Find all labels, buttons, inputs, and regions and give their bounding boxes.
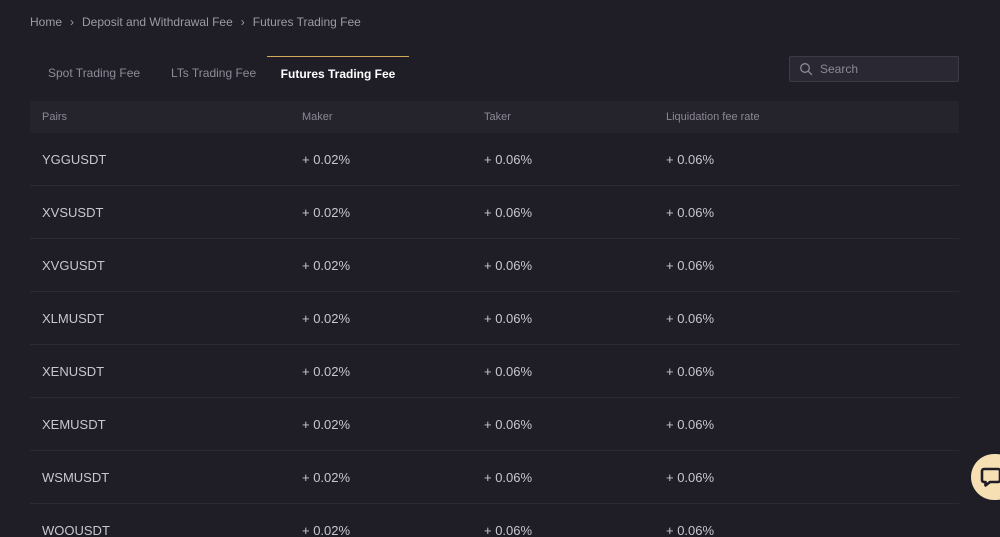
- taker-cell: + 0.06%: [484, 522, 533, 537]
- tab-spot-trading-fee[interactable]: Spot Trading Fee: [48, 66, 141, 80]
- maker-cell: + 0.02%: [302, 257, 351, 273]
- tab-futures-trading-fee[interactable]: Futures Trading Fee: [267, 56, 409, 90]
- liquidation-cell: + 0.06%: [666, 257, 715, 273]
- taker-cell: + 0.06%: [484, 469, 533, 485]
- fee-tabs: Spot Trading Fee LTs Trading Fee Futures…: [30, 56, 409, 90]
- maker-cell: + 0.02%: [302, 363, 351, 379]
- breadcrumb-current: Futures Trading Fee: [252, 15, 361, 29]
- pair-cell: YGGUSDT: [42, 151, 107, 167]
- taker-cell: + 0.06%: [484, 416, 533, 432]
- breadcrumb-deposit-withdrawal-fee[interactable]: Deposit and Withdrawal Fee: [82, 15, 233, 29]
- pair-cell: WSMUSDT: [42, 469, 110, 485]
- table-row: XENUSDT + 0.02% + 0.06% + 0.06%: [30, 345, 959, 398]
- liquidation-cell: + 0.06%: [666, 416, 715, 432]
- taker-cell: + 0.06%: [484, 310, 533, 326]
- header-maker: Maker: [302, 111, 333, 123]
- pair-cell: XLMUSDT: [42, 310, 105, 326]
- liquidation-cell: + 0.06%: [666, 363, 715, 379]
- table-row: WSMUSDT + 0.02% + 0.06% + 0.06%: [30, 451, 959, 504]
- breadcrumb-home[interactable]: Home: [30, 15, 63, 29]
- liquidation-cell: + 0.06%: [666, 522, 715, 537]
- pair-cell: XENUSDT: [42, 363, 105, 379]
- search-box[interactable]: [789, 56, 959, 82]
- pair-cell: XVGUSDT: [42, 257, 105, 273]
- table-row: XLMUSDT + 0.02% + 0.06% + 0.06%: [30, 292, 959, 345]
- pair-cell: XEMUSDT: [42, 416, 106, 432]
- pair-cell: WOOUSDT: [42, 522, 110, 537]
- table-row: YGGUSDT + 0.02% + 0.06% + 0.06%: [30, 133, 959, 186]
- maker-cell: + 0.02%: [302, 522, 351, 537]
- taker-cell: + 0.06%: [484, 363, 533, 379]
- chevron-right-icon: ›: [70, 15, 75, 29]
- liquidation-cell: + 0.06%: [666, 469, 715, 485]
- breadcrumb: Home › Deposit and Withdrawal Fee › Futu…: [30, 15, 361, 29]
- maker-cell: + 0.02%: [302, 310, 351, 326]
- taker-cell: + 0.06%: [484, 204, 533, 220]
- taker-cell: + 0.06%: [484, 151, 533, 167]
- maker-cell: + 0.02%: [302, 416, 351, 432]
- chevron-right-icon: ›: [240, 15, 245, 29]
- chat-bubble-icon: [980, 467, 1000, 487]
- header-liquidation-fee-rate: Liquidation fee rate: [666, 111, 760, 123]
- table-row: XEMUSDT + 0.02% + 0.06% + 0.06%: [30, 398, 959, 451]
- maker-cell: + 0.02%: [302, 151, 351, 167]
- search-icon: [800, 63, 813, 76]
- table-row: XVSUSDT + 0.02% + 0.06% + 0.06%: [30, 186, 959, 239]
- maker-cell: + 0.02%: [302, 204, 351, 220]
- liquidation-cell: + 0.06%: [666, 151, 715, 167]
- chat-support-button[interactable]: [971, 454, 1000, 500]
- liquidation-cell: + 0.06%: [666, 204, 715, 220]
- table-row: WOOUSDT + 0.02% + 0.06% + 0.06%: [30, 504, 959, 537]
- table-row: XVGUSDT + 0.02% + 0.06% + 0.06%: [30, 239, 959, 292]
- pair-cell: XVSUSDT: [42, 204, 104, 220]
- header-taker: Taker: [484, 111, 511, 123]
- header-pairs: Pairs: [42, 111, 68, 123]
- tab-lts-trading-fee[interactable]: LTs Trading Fee: [171, 66, 257, 80]
- taker-cell: + 0.06%: [484, 257, 533, 273]
- table-header: Pairs Maker Taker Liquidation fee rate: [30, 101, 959, 133]
- maker-cell: + 0.02%: [302, 469, 351, 485]
- futures-fee-table: Pairs Maker Taker Liquidation fee rate Y…: [30, 101, 959, 537]
- liquidation-cell: + 0.06%: [666, 310, 715, 326]
- search-input[interactable]: [818, 61, 952, 77]
